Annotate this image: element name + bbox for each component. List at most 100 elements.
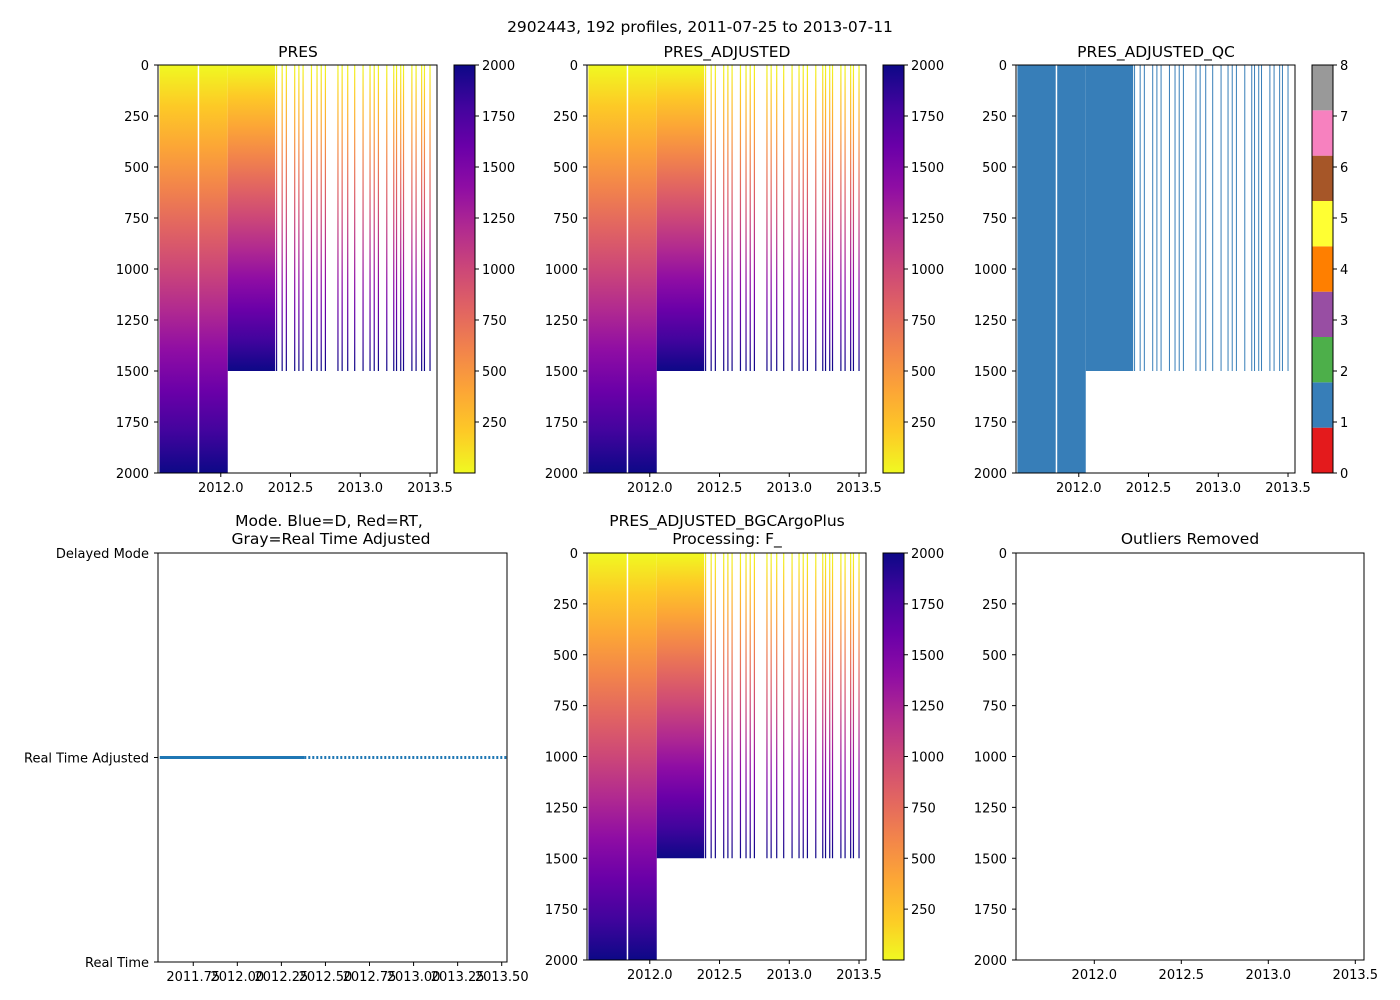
y-axis: Real Time Real Time Adjusted Delayed Mode [24,547,158,971]
x-tick-label: 2012.5 [697,481,743,496]
y-tick-label: 0 [570,59,578,74]
colorbar-gradient [883,553,904,960]
profile-line [415,65,417,371]
profile-line [850,553,852,859]
profile-line [714,65,716,371]
x-axis: 2011.752012.002012.252012.502012.752013.… [166,962,529,985]
colorbar-gradient [454,65,475,473]
x-tick-label: 2012.5 [1159,968,1205,983]
profile-line [798,553,800,859]
y-tick-label: 750 [124,212,149,227]
x-tick-label: 2013.0 [1196,481,1242,496]
x-tick-label: 2013.5 [1265,481,1311,496]
y-axis: 0 250 500 750 1000 1250 1500 1750 2000 [974,547,1016,969]
profile-line [727,65,729,371]
profile-line [324,65,326,371]
y-axis: 0 250 500 750 1000 1250 1500 1750 2000 [116,59,158,482]
x-axis: 2012.0 2012.5 2013.0 2013.5 [1056,473,1311,496]
colorbar-tick-label: 1500 [482,161,515,176]
y-tick-label: 1250 [545,314,578,329]
profile-line [341,65,343,371]
x-tick-label: 2012.00 [210,970,264,985]
colorbar-segment [1312,201,1333,247]
colorbar-tick-label: 2 [1340,365,1348,380]
profile-line [429,65,431,371]
colorbar-tick-label: 500 [911,365,936,380]
y-tick-label: 1250 [545,801,578,816]
heatmap-profiles [588,553,860,960]
panel-outliers-removed: Outliers Removed 2012.0 2012.5 2013.0 2013.… [974,530,1378,983]
profile-line [745,65,747,371]
profile-line [776,553,778,859]
colorbar-segment [1312,65,1333,111]
y-tick-label: 1250 [974,314,1007,329]
colorbar-gradient [883,65,904,473]
profile-line [783,65,785,371]
profile-line [377,65,380,371]
profile-line [858,65,860,371]
profile-line [749,553,751,859]
colorbar-tick-label: 8 [1340,59,1348,74]
profile-line [824,65,827,371]
profile-line [783,553,785,859]
y-tick-label: 500 [982,649,1007,664]
y-axis: 0 250 500 750 1000 1250 1500 1750 2000 [545,547,587,969]
profile-line [395,65,398,371]
x-tick-label: 2013.00 [387,970,441,985]
x-tick-label: 2012.0 [627,481,673,496]
x-axis: 2012.0 2012.5 2013.0 2013.5 [1072,960,1379,983]
profile-line [386,65,388,371]
profile-line [858,553,860,859]
profile-line [704,65,707,371]
x-tick-label: 2011.75 [166,970,220,985]
heatmap-profiles [159,65,431,473]
y-tick-label: 250 [982,598,1007,613]
profile-line [727,553,729,859]
y-tick-label: 250 [124,110,149,125]
figure-suptitle: 2902443, 192 profiles, 2011-07-25 to 201… [507,18,893,36]
y-tick-label: 1500 [974,365,1007,380]
profile-block-full-depth [159,65,228,473]
panel-mode: Mode. Blue=D, Red=RT, Gray=Real Time Adj… [24,512,529,985]
profile-line [829,553,831,859]
profile-line [831,553,834,859]
y-tick-label: 0 [999,59,1007,74]
profile-line [815,553,817,859]
x-tick-label: 2012.25 [255,970,309,985]
profile-line [739,553,742,859]
profile-line [704,553,707,859]
colorbar-tick-label: 1250 [911,212,944,227]
x-tick-label: 2013.0 [1246,968,1292,983]
heatmap-profiles [1017,65,1289,473]
profile-block-shallow [1085,65,1134,371]
colorbar-tick-label: 2000 [482,59,515,74]
y-tick-label: 2000 [545,467,578,482]
profile-line [844,553,846,859]
panel-pres-adjusted: PRES_ADJUSTED 2012.0 2012.5 2013.0 2013.5 0… [545,43,944,496]
x-tick-label: 2013.5 [836,968,882,983]
y-tick-label: 1750 [545,903,578,918]
colorbar-segment [1312,337,1333,383]
profile-line [298,65,300,371]
profile-line [829,65,831,371]
colorbar-tick-label: 500 [911,852,936,867]
y-tick-label: 1000 [545,751,578,766]
y-tick-label: 1000 [974,263,1007,278]
profile-line [831,65,834,371]
profile-line [362,65,364,371]
y-tick-label: 500 [553,649,578,664]
profile-line [354,65,356,371]
profile-line [766,65,768,371]
panel-title: Mode. Blue=D, Red=RT, [235,512,423,530]
x-tick-label: 2013.5 [1333,968,1379,983]
colorbar-tick-label: 1750 [911,598,944,613]
profile-line [822,553,824,859]
profile-line [798,65,800,371]
panel-pres: PRES 2012.0 2012.5 2013.0 2013.5 0 250 500 750… [116,43,515,496]
profile-line [850,65,852,371]
colorbar-tick-label: 250 [911,903,936,918]
y-tick-label: 750 [553,700,578,715]
profile-block-shallow [227,65,276,371]
y-tick-label: 1500 [545,852,578,867]
